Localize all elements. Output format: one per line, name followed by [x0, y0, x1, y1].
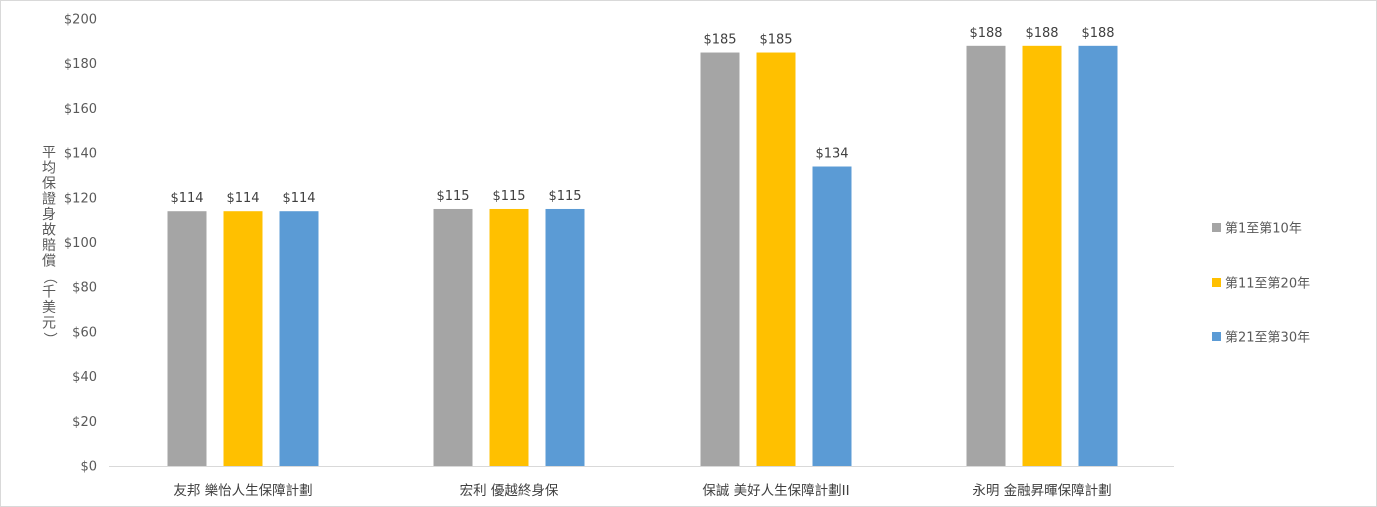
y-axis-label-char: 賠 — [42, 238, 56, 254]
y-axis-label-char: 保 — [42, 176, 56, 192]
bar — [433, 208, 473, 466]
y-tick-label: $140 — [64, 147, 97, 162]
legend-item: 第1至第10年 — [1212, 222, 1302, 237]
y-tick-label: $60 — [72, 325, 97, 340]
category-label: 宏利 優越終身保 — [460, 483, 559, 499]
data-label: $185 — [703, 33, 736, 48]
y-axis-label-char: 平 — [42, 145, 56, 161]
y-tick-label: $20 — [72, 415, 97, 430]
data-labels: $114 $115 $185 $188 $114 $115 $185 $188 $114 $115… — [170, 26, 1114, 206]
y-tick-label: $100 — [64, 236, 97, 251]
y-tick-label: $120 — [64, 191, 97, 206]
legend-item: 第11至第20年 — [1212, 277, 1310, 292]
bar — [1078, 45, 1118, 466]
data-label: $115 — [492, 189, 525, 204]
bar — [489, 208, 529, 466]
data-label: $114 — [226, 191, 259, 206]
y-tick-label: $0 — [80, 460, 97, 475]
y-tick-label: $200 — [64, 13, 97, 28]
y-tick-label: $40 — [72, 370, 97, 385]
data-label: $114 — [282, 191, 315, 206]
category-label: 永明 金融昇暉保障計劃 — [972, 483, 1111, 499]
data-label: $188 — [1081, 26, 1114, 41]
legend-swatch — [1212, 223, 1221, 232]
bar — [545, 208, 585, 466]
y-axis-label-char: 償 — [42, 254, 56, 270]
bar — [966, 45, 1006, 466]
y-axis-label-char: 元 — [42, 316, 56, 332]
data-label: $115 — [436, 189, 469, 204]
data-label: $134 — [815, 147, 848, 162]
legend-label: 第1至第10年 — [1225, 222, 1302, 237]
data-label: $114 — [170, 191, 203, 206]
bars — [167, 45, 1118, 467]
y-axis-label-char: 千 — [42, 285, 56, 301]
y-tick-label: $180 — [64, 57, 97, 72]
y-axis-label-char: ） — [41, 332, 57, 346]
legend-label: 第21至第30年 — [1225, 331, 1310, 346]
bar — [700, 52, 740, 467]
category-label: 保誠 美好人生保障計劃II — [702, 483, 849, 499]
legend-swatch — [1212, 278, 1221, 287]
legend-label: 第11至第20年 — [1225, 277, 1310, 292]
y-axis-ticks: $0 $20 $40 $60 $80 $100 $120 $140 $160 $180 $200 — [64, 13, 97, 475]
y-axis-label-char: 美 — [42, 300, 56, 316]
y-axis-label-char: 身 — [42, 207, 56, 223]
bar — [756, 52, 796, 467]
y-axis-label-char: （ — [41, 270, 57, 284]
data-label: $115 — [548, 189, 581, 204]
legend-swatch — [1212, 332, 1221, 341]
y-axis-label-char: 均 — [42, 161, 56, 177]
data-label: $188 — [1025, 26, 1058, 41]
data-label: $188 — [969, 26, 1002, 41]
y-tick-label: $160 — [64, 102, 97, 117]
legend-item: 第21至第30年 — [1212, 331, 1310, 346]
bar — [167, 211, 207, 466]
category-labels: 友邦 樂怡人生保障計劃 宏利 優越終身保 保誠 美好人生保障計劃II 永明 金融昇暉保… — [173, 482, 1111, 499]
bar — [1022, 45, 1062, 466]
y-tick-label: $80 — [72, 281, 97, 296]
y-axis-label-char: 證 — [42, 191, 56, 208]
bar — [279, 211, 319, 466]
category-label: 友邦 樂怡人生保障計劃 — [173, 482, 312, 499]
bar — [812, 166, 852, 466]
y-axis-label-char: 故 — [42, 223, 56, 239]
data-label: $185 — [759, 33, 792, 48]
bar — [223, 211, 263, 466]
